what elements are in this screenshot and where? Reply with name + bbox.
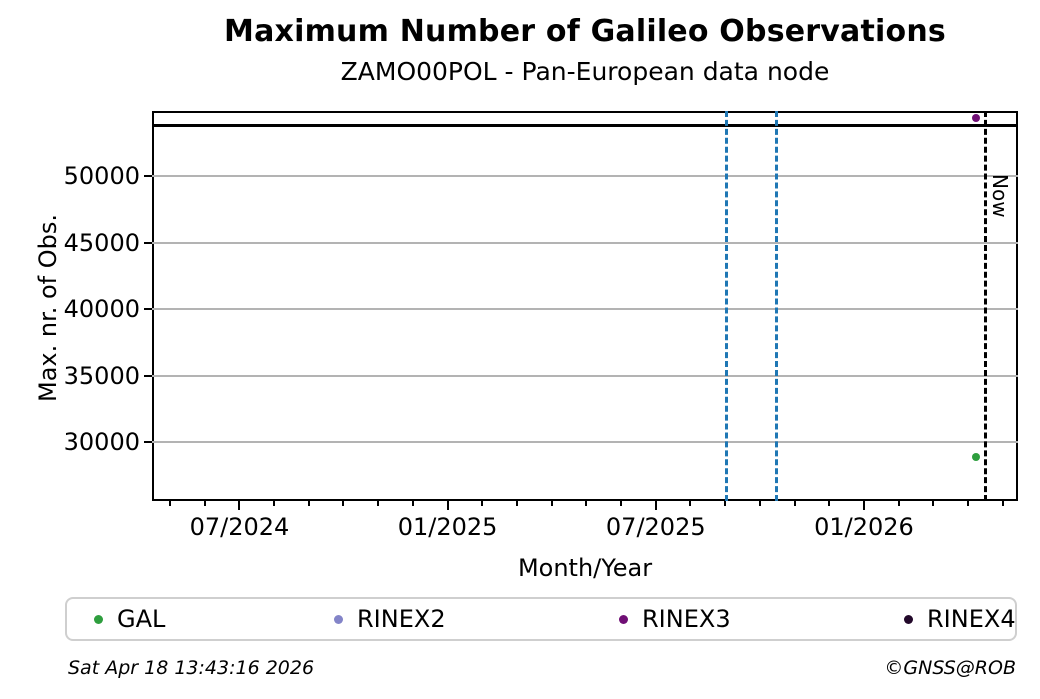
y-tick-label: 40000 <box>63 295 140 324</box>
gal-marker-icon <box>94 614 103 624</box>
y-tick-label: 35000 <box>63 361 140 390</box>
y-tick <box>144 308 152 311</box>
x-minor-tick <box>793 501 796 506</box>
x-minor-tick <box>758 501 761 506</box>
x-minor-tick <box>169 501 172 506</box>
x-tick-label: 01/2025 <box>397 513 498 541</box>
rinex4-marker-icon <box>904 614 913 624</box>
x-minor-tick <box>550 501 553 506</box>
x-major-tick <box>446 501 449 510</box>
x-tick-label: 07/2024 <box>189 513 290 541</box>
legend: GAL RINEX2 RINEX3 RINEX4 <box>65 597 1017 641</box>
x-minor-tick <box>724 501 727 506</box>
x-tick-label: 01/2026 <box>814 513 914 541</box>
x-minor-tick <box>897 501 900 506</box>
x-major-tick <box>654 501 657 510</box>
event-line <box>725 111 729 501</box>
legend-label-rinex4: RINEX4 <box>927 605 1016 633</box>
data-point-gal <box>972 453 981 462</box>
x-minor-tick <box>273 501 276 506</box>
y-tick <box>144 241 152 244</box>
rinex2-marker-icon <box>334 614 343 624</box>
legend-label-gal: GAL <box>117 605 166 633</box>
x-minor-tick <box>307 501 310 506</box>
x-minor-tick <box>203 501 206 506</box>
x-minor-tick <box>481 501 484 506</box>
y-tick-label: 45000 <box>63 228 140 257</box>
y-gridline <box>152 175 1018 178</box>
chart-subtitle: ZAMO00POL - Pan-European data node <box>340 57 830 86</box>
legend-item-rinex4: RINEX4 <box>904 599 1016 639</box>
rinex3-marker-icon <box>619 614 628 624</box>
now-line <box>984 111 988 501</box>
x-minor-tick <box>689 501 692 506</box>
x-minor-tick <box>515 501 518 506</box>
data-point-rinex3 <box>972 114 981 123</box>
legend-item-gal: GAL <box>94 599 165 639</box>
x-major-tick <box>862 501 865 510</box>
legend-label-rinex2: RINEX2 <box>357 605 446 633</box>
y-tick <box>144 441 152 444</box>
y-tick <box>144 175 152 178</box>
max-obs-line <box>152 124 1018 128</box>
now-label: Now <box>987 174 1012 218</box>
x-minor-tick <box>620 501 623 506</box>
y-tick-label: 30000 <box>63 428 140 457</box>
y-tick <box>144 374 152 377</box>
x-major-tick <box>238 501 241 510</box>
x-minor-tick <box>1001 501 1004 506</box>
y-gridline <box>152 241 1018 244</box>
x-tick-label: 07/2025 <box>605 513 706 541</box>
plot-timestamp: Sat Apr 18 13:43:16 2026 <box>68 657 315 679</box>
x-minor-tick <box>342 501 345 506</box>
legend-item-rinex3: RINEX3 <box>619 599 731 639</box>
x-minor-tick <box>377 501 380 506</box>
y-tick-label: 50000 <box>63 162 140 191</box>
legend-label-rinex3: RINEX3 <box>642 605 731 633</box>
y-gridline <box>152 441 1018 444</box>
y-gridline <box>152 308 1018 311</box>
x-minor-tick <box>932 501 935 506</box>
y-gridline <box>152 374 1018 377</box>
x-axis-label: Month/Year <box>517 554 653 582</box>
event-line <box>775 111 779 501</box>
x-minor-tick <box>585 501 588 506</box>
chart-title: Maximum Number of Galileo Observations <box>224 14 946 49</box>
x-minor-tick <box>966 501 969 506</box>
x-minor-tick <box>828 501 831 506</box>
legend-item-rinex2: RINEX2 <box>334 599 446 639</box>
copyright-credit: ©GNSS@ROB <box>884 657 1016 679</box>
x-minor-tick <box>411 501 414 506</box>
